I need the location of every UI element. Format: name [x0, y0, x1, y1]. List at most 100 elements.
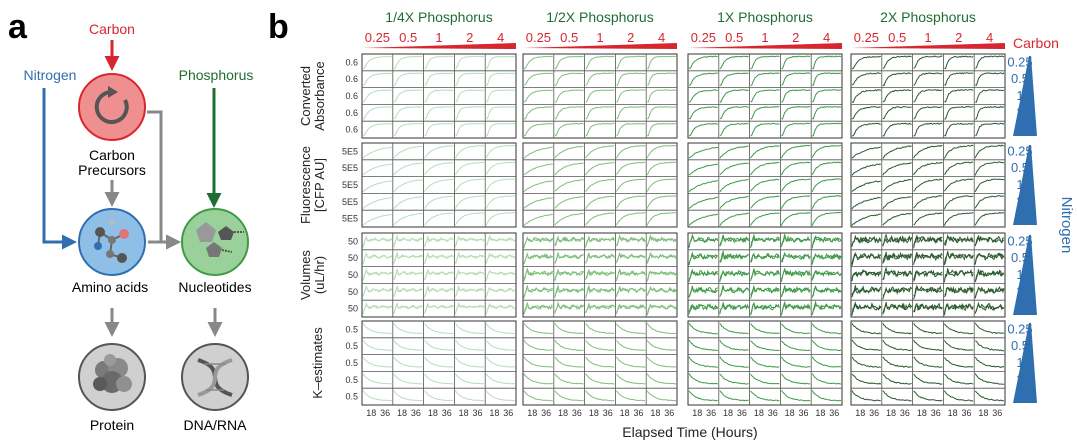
time-series-line: [913, 122, 943, 137]
time-series-line: [781, 253, 811, 263]
time-series-line: [688, 323, 718, 335]
time-series-line: [811, 161, 842, 176]
time-series-line: [585, 284, 615, 298]
time-series-line: [974, 144, 1005, 159]
time-series-line: [424, 123, 454, 137]
carbon-level-headers: 0.25 0.5 1 2 4 0.25 0.5 1 2 4 0.25 0.5 1 2 4 0.25 0.5 1 2 4: [362, 30, 1005, 49]
carbon-level-label: 4: [823, 30, 830, 45]
time-series-line: [882, 233, 913, 247]
y-tick-label: 50: [348, 304, 358, 314]
time-series-line: [393, 162, 423, 176]
plot-block: [850, 142, 1006, 228]
x-tick-label: 36: [768, 408, 778, 418]
time-series-line: [454, 390, 485, 402]
time-series-line: [882, 122, 912, 137]
time-series-line: [688, 180, 718, 193]
time-series-line: [362, 180, 392, 193]
time-series-line: [523, 390, 553, 402]
time-series-line: [750, 373, 780, 385]
time-series-line: [646, 178, 677, 192]
time-series-line: [719, 249, 749, 263]
time-series-line: [913, 72, 943, 86]
x-tick-label: 18: [815, 408, 825, 418]
time-series-line: [486, 55, 516, 69]
time-series-line: [424, 145, 454, 159]
time-series-line: [851, 89, 882, 104]
time-series-line: [719, 162, 749, 176]
time-series-line: [424, 55, 454, 69]
time-series-line: [851, 213, 881, 226]
plot-block: [361, 53, 517, 139]
carbon-level-label: 0.25: [691, 30, 716, 45]
time-series-line: [585, 340, 615, 351]
time-series-line: [585, 356, 615, 368]
time-series-line: [523, 146, 553, 159]
phosphorus-header: 1/2X Phosphorus: [546, 9, 653, 25]
plot-block-frame: [522, 142, 678, 228]
time-series-line: [882, 145, 912, 159]
x-tick-label: 18: [917, 408, 927, 418]
carbon-level-label: 2: [955, 30, 962, 45]
time-series-line: [585, 323, 615, 334]
time-series-line: [393, 123, 423, 136]
time-series-line: [362, 197, 392, 209]
time-series-line: [719, 122, 749, 137]
time-series-line: [811, 144, 842, 158]
time-series-line: [974, 252, 1005, 265]
time-series-line: [454, 323, 485, 335]
carbon-level-label: 0.25: [365, 30, 390, 45]
time-series-line: [554, 122, 584, 137]
time-series-line: [913, 178, 943, 192]
time-series-line: [454, 161, 485, 176]
row-label: Volumes(uL/hr): [298, 250, 327, 300]
plot-block: [687, 320, 843, 406]
time-series-line: [585, 178, 615, 193]
time-series-line: [943, 211, 974, 226]
time-series-line: [523, 180, 554, 193]
time-series-line: [780, 178, 811, 192]
y-tick-label: 5E5: [342, 146, 358, 156]
time-series-line: [523, 252, 553, 265]
y-tick-label: 0.6: [345, 91, 358, 101]
time-series-line: [615, 195, 646, 209]
time-series-line: [485, 323, 516, 335]
time-series-line: [615, 323, 646, 335]
time-series-line: [882, 196, 912, 210]
time-series-line: [362, 323, 392, 334]
y-tick-label: 0.6: [345, 74, 358, 84]
time-series-line: [913, 252, 943, 266]
time-series-line: [851, 180, 881, 192]
time-series-line: [615, 161, 646, 176]
time-series-line: [851, 284, 882, 298]
time-series-line: [944, 122, 974, 137]
time-series-line: [882, 286, 912, 296]
time-series-line: [393, 284, 423, 298]
time-series-line: [585, 212, 615, 226]
x-tick-label: 36: [706, 408, 716, 418]
carbon-level-label: 0.25: [526, 30, 551, 45]
time-series-line: [424, 339, 454, 351]
plot-block: [361, 232, 517, 318]
time-series-line: [913, 55, 943, 69]
y-tick-label: 0.5: [345, 341, 358, 351]
time-series-line: [646, 195, 677, 209]
time-series-line: [811, 252, 842, 265]
time-series-line: [647, 72, 677, 86]
time-series-line: [485, 195, 516, 209]
time-series-line: [780, 268, 811, 282]
time-series-line: [913, 323, 943, 335]
time-series-line: [523, 214, 553, 226]
time-series-line: [944, 373, 974, 385]
time-series-line: [780, 303, 811, 316]
time-series-line: [913, 339, 943, 352]
x-tick-label: 36: [931, 408, 941, 418]
time-series-line: [943, 390, 974, 402]
time-series-line: [719, 145, 749, 159]
time-series-line: [719, 390, 749, 402]
time-series-line: [363, 55, 392, 69]
time-series-line: [688, 269, 718, 282]
time-series-line: [944, 287, 974, 297]
time-series-line: [362, 214, 392, 226]
time-series-line: [585, 390, 615, 402]
time-series-line: [882, 212, 912, 226]
